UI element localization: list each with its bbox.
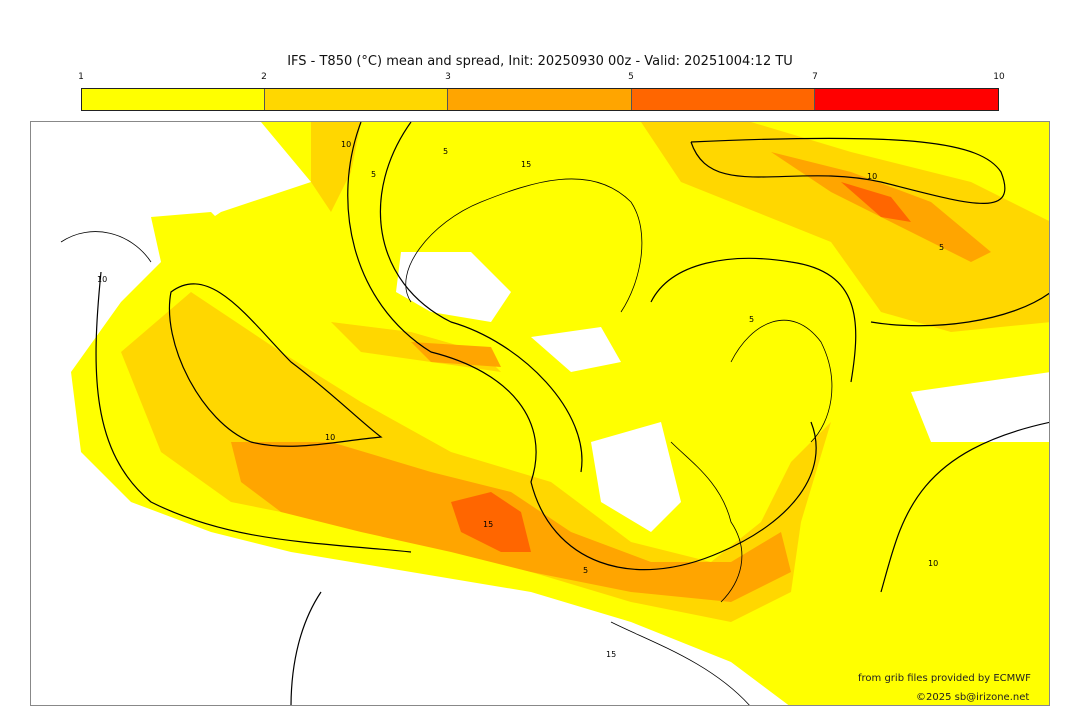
isotherm-line <box>379 122 583 473</box>
tick-label: 5 <box>628 72 634 82</box>
low-spread-area <box>591 422 681 532</box>
low-spread-area <box>531 327 621 372</box>
isotherm-line <box>650 257 857 383</box>
map-svg: 10 10 15 5 5 10 15 5 10 5 10 15 5 <box>31 122 1049 705</box>
tick-label: 3 <box>445 72 451 82</box>
contour-label: 5 <box>583 566 588 575</box>
tick-label: 2 <box>261 72 267 82</box>
contour-label: 10 <box>867 172 877 181</box>
colorbar-segment <box>265 89 449 110</box>
copyright: ©2025 sb@irizone.net <box>916 692 1030 703</box>
spread-area-5-7 <box>841 182 911 222</box>
spread-area-1-2 <box>151 212 271 292</box>
contour-label: 10 <box>325 433 335 442</box>
contour-label: 15 <box>483 520 493 529</box>
isotherm-line <box>347 122 817 571</box>
isotherm-line <box>169 283 383 447</box>
contour-label: 5 <box>371 170 376 179</box>
chart-title: IFS - T850 (°C) mean and spread, Init: 2… <box>287 54 793 69</box>
spread-area-2-3 <box>121 292 831 622</box>
coastlines <box>60 178 833 705</box>
contour-label: 10 <box>928 559 938 568</box>
isotherm-line <box>290 591 322 705</box>
data-source-credit: from grib files provided by ECMWF <box>858 673 1031 684</box>
spread-area-1-2 <box>71 122 1049 705</box>
contour-labels: 10 10 15 5 5 10 15 5 10 5 10 15 5 <box>97 140 944 659</box>
isotherm-line <box>95 271 412 553</box>
contour-label: 10 <box>341 140 351 149</box>
contour-label: 5 <box>939 243 944 252</box>
tick-label: 7 <box>812 72 818 82</box>
spread-area-5-7 <box>451 492 531 552</box>
spread-area-2-3 <box>311 122 361 212</box>
low-spread-area <box>911 372 1049 442</box>
isotherm-contours <box>95 122 1049 705</box>
contour-label: 5 <box>749 315 754 324</box>
colorbar-segment <box>448 89 632 110</box>
isotherm-line <box>880 421 1049 593</box>
tick-label: 1 <box>78 72 84 82</box>
map-panel: 10 10 15 5 5 10 15 5 10 5 10 15 5 from g… <box>30 121 1050 706</box>
contour-label: 5 <box>443 147 448 156</box>
spread-area-2-3 <box>641 122 1049 332</box>
isotherm-line <box>690 137 1006 204</box>
colorbar-segment <box>631 89 815 110</box>
contour-label: 15 <box>606 650 616 659</box>
spread-area-3-5 <box>411 342 501 367</box>
colorbar-segment <box>82 89 266 110</box>
colorbar <box>81 88 999 111</box>
colorbar-segment <box>814 89 998 110</box>
isotherm-line <box>870 292 1049 327</box>
contour-label: 15 <box>521 160 531 169</box>
tick-label: 10 <box>993 72 1005 82</box>
contour-label: 10 <box>97 275 107 284</box>
